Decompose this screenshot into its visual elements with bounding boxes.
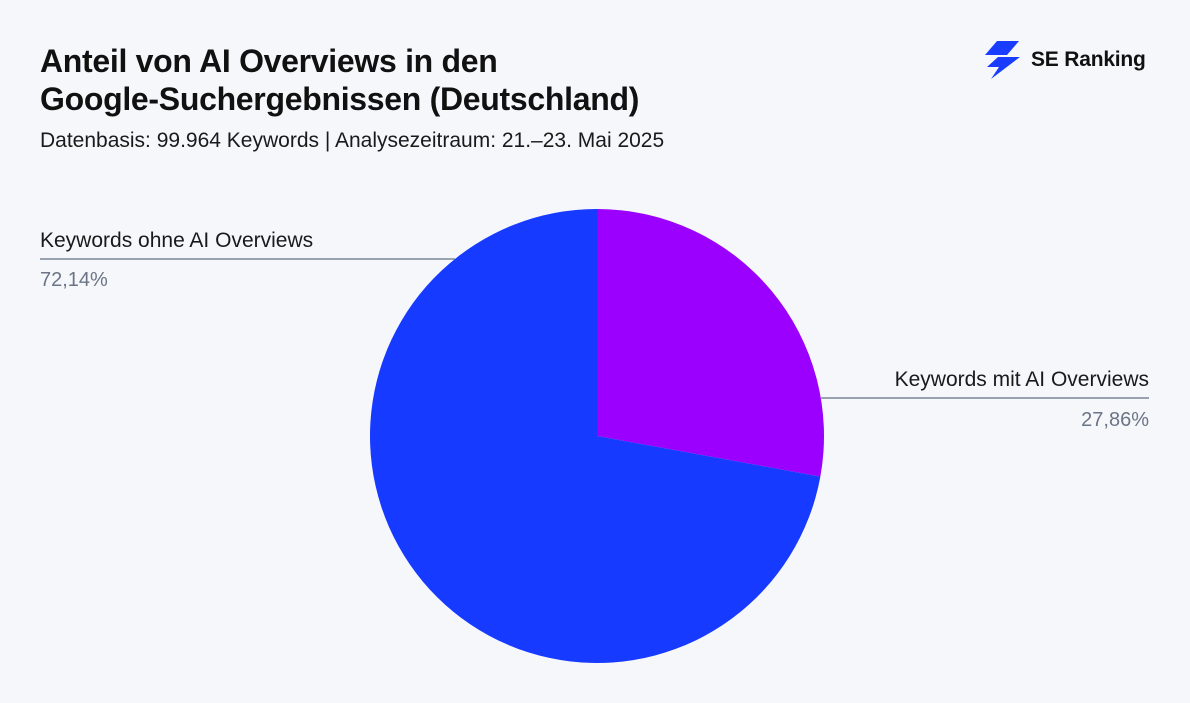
slice-label-ohne: Keywords ohne AI Overviews bbox=[40, 229, 313, 252]
chart-title-line-2: Google-Suchergebnissen (Deutschland) bbox=[40, 81, 640, 117]
brand-name: SE Ranking bbox=[1031, 48, 1146, 71]
chart-title: Anteil von AI Overviews in den Google-Su… bbox=[40, 42, 860, 118]
se-ranking-logo-icon bbox=[985, 41, 1020, 79]
pie-labels: Keywords mit AI Overviews 27,86% Keyword… bbox=[40, 229, 1149, 431]
chart-subtitle: Datenbasis: 99.964 Keywords | Analysezei… bbox=[40, 129, 665, 152]
pie-slice-ohne bbox=[369, 209, 821, 663]
brand-logo: SE Ranking bbox=[985, 40, 1146, 80]
slice-label-mit: Keywords mit AI Overviews bbox=[895, 368, 1149, 391]
chart-title-line-1: Anteil von AI Overviews in den bbox=[40, 43, 498, 79]
pie-slices bbox=[369, 209, 824, 663]
pie-slice-mit bbox=[597, 209, 824, 477]
slice-value-ohne: 72,14% bbox=[40, 269, 108, 291]
slice-value-mit: 27,86% bbox=[1081, 409, 1149, 431]
